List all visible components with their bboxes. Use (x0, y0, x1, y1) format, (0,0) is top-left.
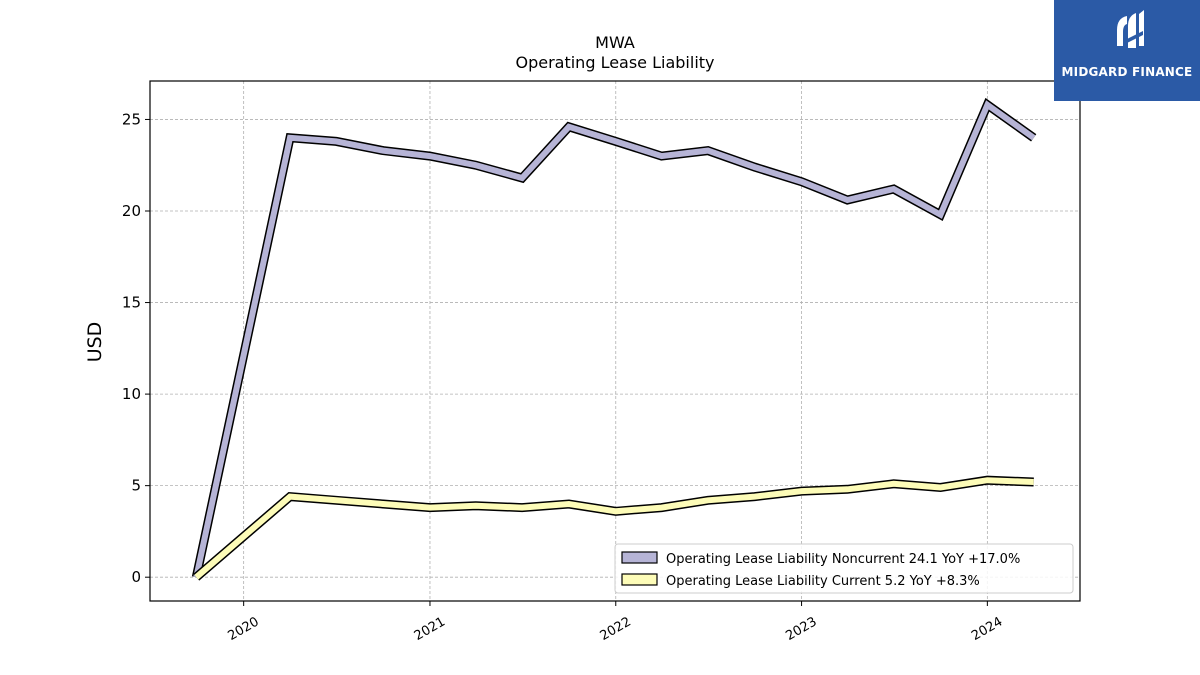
data-point (520, 505, 524, 509)
series-line-noncurrent (191, 97, 1037, 579)
series-fill (194, 477, 1034, 580)
data-point (334, 139, 338, 143)
plot-frame (149, 80, 1081, 602)
data-point (659, 154, 663, 158)
series-lines (191, 97, 1037, 581)
data-point (938, 485, 942, 489)
data-point (614, 139, 618, 143)
logo-text: MIDGARD FINANCE (1061, 65, 1193, 79)
data-point (474, 163, 478, 167)
data-point (334, 498, 338, 502)
chart-title: MWA (595, 33, 635, 52)
data-point (891, 482, 895, 486)
data-point (567, 125, 571, 129)
y-tick-label: 20 (122, 202, 141, 220)
x-tick-label: 2023 (783, 614, 819, 644)
data-point (520, 176, 524, 180)
grid (150, 81, 1080, 601)
data-point (614, 509, 618, 513)
data-point (845, 198, 849, 202)
legend-label-noncurrent: Operating Lease Liability Noncurrent 24.… (666, 552, 1020, 567)
y-axis-label: USD (84, 322, 106, 363)
data-point (288, 494, 292, 498)
y-tick-label: 15 (122, 294, 141, 312)
data-point (845, 487, 849, 491)
y-tick-label: 25 (122, 110, 141, 128)
series-outline (191, 97, 1037, 579)
legend-frame (614, 543, 1074, 594)
data-point (891, 187, 895, 191)
y-tick-label: 5 (131, 477, 141, 495)
data-point (288, 136, 292, 140)
legend-label-current: Operating Lease Liability Current 5.2 Yo… (666, 574, 980, 589)
data-point (753, 165, 757, 169)
data-point (428, 154, 432, 158)
data-point (938, 212, 942, 216)
chart-subtitle: Operating Lease Liability (515, 53, 714, 72)
x-tick-label: 2021 (412, 614, 448, 644)
data-point (659, 505, 663, 509)
data-point (706, 148, 710, 152)
x-tick-label: 2020 (226, 614, 262, 644)
y-tick-label: 0 (131, 568, 141, 586)
x-tick-label: 2022 (598, 614, 634, 644)
data-point (799, 180, 803, 184)
midgard-finance-logo: MIDGARD FINANCE (1054, 0, 1200, 101)
data-point (799, 489, 803, 493)
data-point (706, 498, 710, 502)
data-point (753, 494, 757, 498)
series-fill (193, 100, 1036, 578)
data-point (1031, 480, 1035, 484)
data-point (381, 502, 385, 506)
legend: Operating Lease Liability Noncurrent 24.… (614, 543, 1074, 594)
midgard-logo-icon (1117, 10, 1144, 48)
data-point (985, 478, 989, 482)
data-point (381, 148, 385, 152)
data-point (194, 575, 198, 579)
data-point (985, 103, 989, 107)
series-line-current (193, 475, 1035, 581)
data-point (567, 502, 571, 506)
legend-swatch-noncurrent (621, 551, 658, 564)
y-tick-label: 10 (122, 385, 141, 403)
legend-swatch-current (621, 573, 658, 586)
data-point (474, 504, 478, 508)
x-tick-label: 2024 (969, 614, 1005, 644)
data-point (1031, 136, 1035, 140)
data-point (428, 505, 432, 509)
